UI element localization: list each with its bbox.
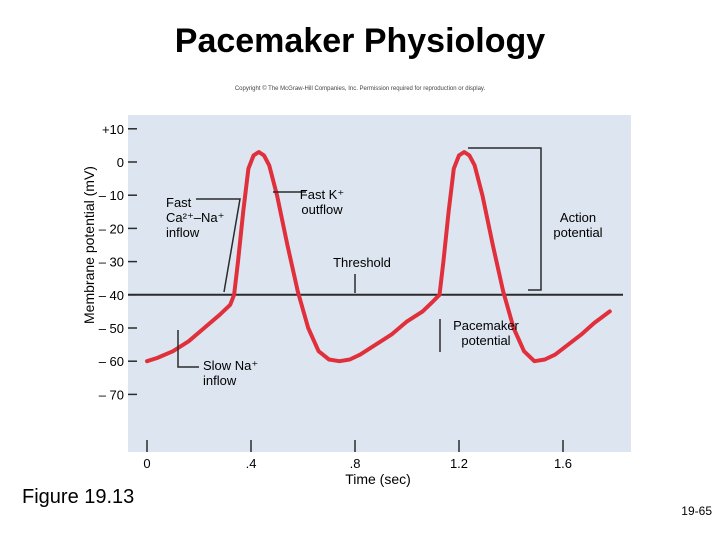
membrane-potential-trace <box>145 150 612 364</box>
y-tick-label: – 70 <box>99 387 124 402</box>
y-tick-label: – 60 <box>99 354 124 369</box>
y-tick-label: – 20 <box>99 221 124 236</box>
x-tick-label: .8 <box>350 456 361 471</box>
copyright-notice: Copyright © The McGraw-Hill Companies, I… <box>234 86 486 92</box>
action-potential-label: Action <box>560 210 596 225</box>
slow-na-leader-line <box>177 330 199 368</box>
threshold-label: Threshold <box>333 255 391 270</box>
x-axis-label: Time (sec) <box>345 471 411 487</box>
action-potential-leader-line <box>468 147 542 291</box>
slow-na-label: inflow <box>203 373 237 388</box>
fast-k-label: outflow <box>301 202 343 217</box>
pacemaker-potential-label: potential <box>461 333 510 348</box>
slow-na-label: Slow Na⁺ <box>203 358 258 373</box>
plot-area <box>128 115 631 452</box>
y-tick-label: – 50 <box>99 321 124 336</box>
x-tick-label: 0 <box>143 456 150 471</box>
x-tick-label: 1.2 <box>450 456 468 471</box>
y-tick-label: +10 <box>102 122 124 137</box>
x-tick-label: 1.6 <box>554 456 572 471</box>
y-tick-label: – 10 <box>99 188 124 203</box>
y-tick-label: 0 <box>117 155 124 170</box>
action-potential-label: potential <box>553 225 602 240</box>
fast-ca-label: Fast <box>166 195 192 210</box>
fast-ca-leader-line <box>196 198 241 293</box>
pacemaker-potential-label: Pacemaker <box>453 318 519 333</box>
fast-ca-label: Ca²⁺–Na⁺ <box>166 210 225 225</box>
figure-label: Figure 19.13 <box>22 486 135 508</box>
page-title: Pacemaker Physiology <box>174 22 546 60</box>
y-tick-label: – 30 <box>99 255 124 270</box>
fast-k-label: Fast K⁺ <box>300 187 344 202</box>
y-axis-label: Membrane potential (mV) <box>81 166 97 324</box>
fast-ca-label: inflow <box>166 225 200 240</box>
slide-number: 19-65 <box>681 504 712 518</box>
y-tick-label: – 40 <box>99 288 124 303</box>
x-tick-label: .4 <box>246 456 257 471</box>
